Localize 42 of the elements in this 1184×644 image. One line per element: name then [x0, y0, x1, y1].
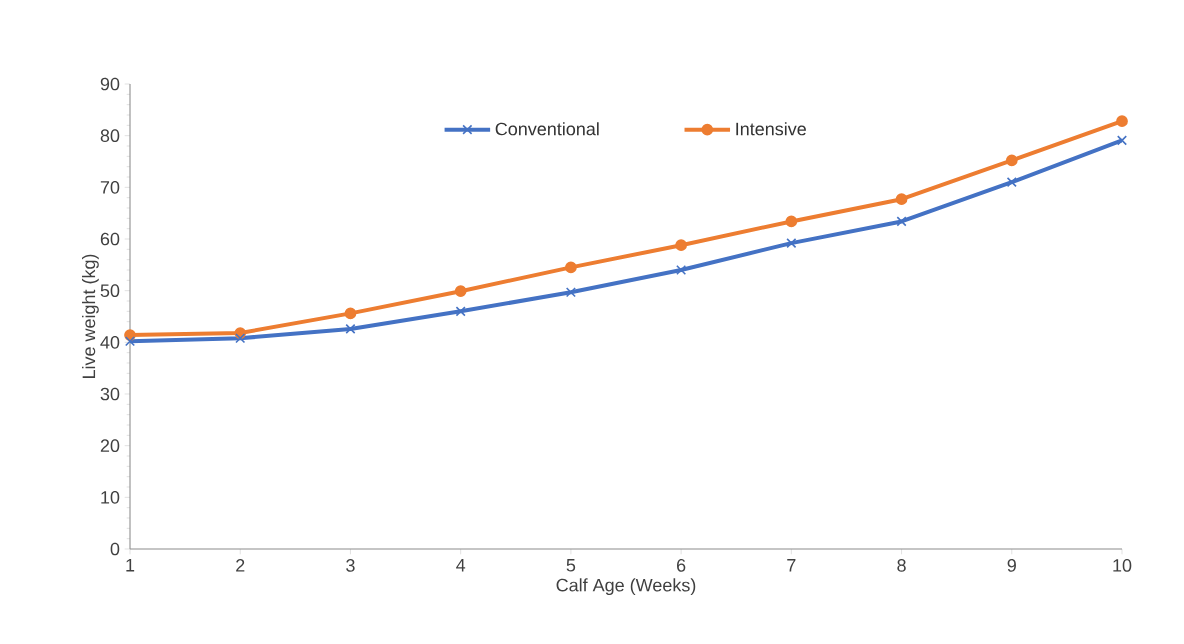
x-tick-label: 3 — [346, 559, 355, 572]
y-tick-label: 70 — [100, 180, 120, 194]
point — [896, 216, 907, 227]
point — [786, 238, 797, 249]
point — [455, 306, 466, 317]
point — [675, 239, 687, 252]
point — [565, 287, 576, 298]
legend-label: Conventional — [495, 122, 599, 136]
x-tick-label: 8 — [897, 559, 906, 572]
x-tick-label: 4 — [456, 559, 466, 572]
y-tick-label: 20 — [100, 439, 120, 453]
point — [895, 193, 908, 206]
point — [344, 307, 357, 320]
point — [1116, 135, 1128, 146]
x-tick-label: 5 — [566, 559, 576, 572]
point — [1006, 177, 1017, 188]
x-tick-label: 1 — [126, 559, 135, 572]
x-axis-title: Calf Age (Weeks) — [556, 578, 696, 596]
y-tick-label: 0 — [110, 542, 120, 556]
y-tick-label: 30 — [100, 387, 120, 401]
x-tick-label: 2 — [236, 559, 245, 572]
point — [345, 323, 356, 334]
y-tick-label: 60 — [100, 232, 120, 246]
x-tick-label: 6 — [677, 559, 686, 572]
point — [235, 333, 246, 344]
x-tick-label: 7 — [787, 559, 796, 572]
point — [785, 215, 798, 228]
x-tick-label: 10 — [1113, 559, 1132, 572]
x-tick-label: 9 — [1007, 559, 1016, 572]
y-tick-label: 50 — [100, 284, 120, 298]
legend-label: Intensive — [736, 122, 806, 136]
point — [1005, 154, 1018, 167]
y-tick-label: 10 — [101, 490, 120, 504]
y-tick-label: 90 — [100, 77, 120, 91]
point — [565, 261, 577, 274]
y-axis-title: Live weight (kg) — [82, 254, 99, 379]
point — [1116, 115, 1128, 128]
y-tick-label: 40 — [100, 335, 120, 349]
y-tick-label: 80 — [100, 129, 120, 143]
point — [676, 264, 687, 276]
point — [454, 285, 467, 298]
point — [124, 336, 136, 347]
